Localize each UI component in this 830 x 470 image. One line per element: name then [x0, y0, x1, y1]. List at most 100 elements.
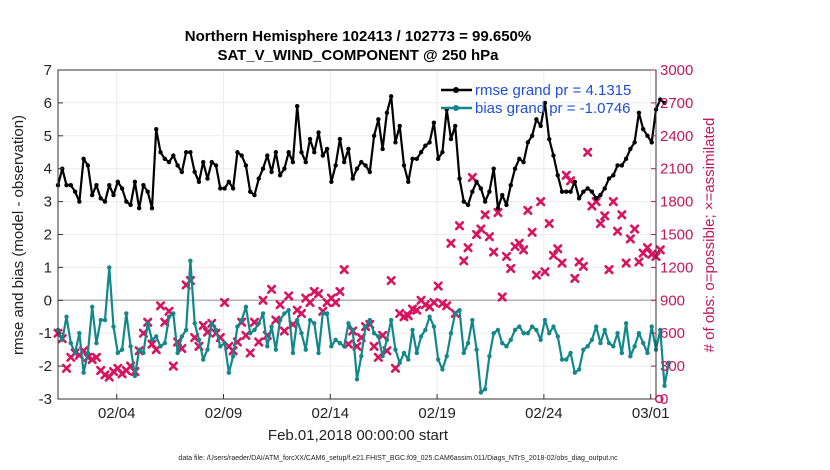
obs-marker-stroke-b — [168, 361, 178, 371]
obs-assimilated-marker — [591, 197, 601, 207]
obs-marker-stroke-b — [501, 251, 512, 262]
bias-point — [128, 344, 133, 349]
bias-point — [252, 327, 257, 333]
bias-point — [132, 373, 138, 379]
bias-point — [589, 337, 595, 342]
bias-point — [636, 331, 642, 336]
rmse-point — [512, 166, 518, 171]
x-tick-label: 02/14 — [312, 405, 350, 422]
rmse-point — [615, 163, 620, 168]
obs-marker-stroke-b — [493, 207, 503, 218]
bias-point — [111, 324, 116, 329]
bias-point — [666, 360, 672, 366]
rmse-point — [209, 159, 214, 165]
obs-assimilated-marker — [480, 210, 490, 220]
bias-point — [581, 347, 586, 352]
rmse-point — [461, 199, 466, 204]
bias-point — [346, 321, 351, 326]
obs-assimilated-marker — [630, 224, 640, 234]
bias-point — [102, 317, 108, 323]
bias-point — [470, 317, 475, 323]
rmse-point — [448, 136, 454, 142]
rmse-point — [277, 173, 283, 178]
rmse-point — [329, 179, 334, 185]
y-tick-label: 1 — [44, 259, 52, 276]
bias-point — [406, 357, 411, 362]
bias-point — [299, 331, 304, 336]
obs-marker-stroke-b — [91, 352, 102, 362]
bias-point — [478, 390, 484, 395]
bias-point — [243, 304, 249, 310]
rmse-point — [435, 156, 441, 162]
rmse-point — [628, 146, 633, 152]
bias-point — [248, 331, 253, 336]
bias-point — [517, 324, 522, 329]
rmse-point — [222, 186, 227, 191]
rmse-point — [525, 140, 531, 145]
y-right-tick-label: 1200 — [660, 259, 693, 276]
obs-marker-stroke-b — [369, 341, 379, 351]
bias-point — [427, 314, 432, 319]
rmse-point — [166, 159, 172, 165]
obs-assimilated-marker — [527, 227, 537, 237]
rmse-point — [406, 179, 411, 185]
obs-marker-stroke-b — [173, 337, 183, 347]
obs-marker-stroke-b — [463, 243, 473, 253]
obs-marker-stroke-b — [429, 297, 439, 308]
rmse-point — [324, 146, 330, 152]
bias-point — [277, 317, 283, 323]
obs-marker-stroke-b — [296, 308, 307, 319]
obs-assimilated-marker — [412, 305, 422, 315]
bias-point — [401, 350, 407, 356]
obs-assimilated-marker — [501, 251, 512, 262]
bias-point — [414, 350, 419, 356]
rmse-point — [286, 150, 291, 155]
obs-marker-stroke-b — [284, 291, 294, 301]
obs-marker-stroke-b — [484, 232, 495, 242]
rmse-point — [384, 110, 390, 115]
bias-point — [188, 258, 193, 264]
rmse-point — [316, 130, 321, 135]
y-axis-right-label: # of obs: o=possible; ×=assimilated — [701, 118, 718, 353]
bias-point — [662, 383, 667, 389]
y-tick-label: 5 — [44, 128, 52, 145]
obs-marker-stroke-b — [527, 227, 537, 237]
y-right-tick-label: 3000 — [660, 62, 693, 79]
grid-lines — [58, 69, 656, 400]
obs-marker-stroke-b — [442, 301, 452, 311]
obs-marker-stroke-b — [403, 311, 413, 321]
rmse-point — [158, 150, 163, 155]
obs-marker-stroke-b — [420, 300, 430, 310]
obs-assimilated-marker — [258, 295, 268, 305]
bias-point — [192, 321, 197, 326]
rmse-point — [649, 140, 654, 145]
bias-point — [598, 340, 603, 346]
rmse-point — [414, 156, 419, 162]
obs-marker-stroke-b — [151, 345, 161, 355]
obs-assimilated-marker — [296, 308, 307, 319]
obs-assimilated-marker — [219, 297, 230, 308]
rmse-point — [623, 156, 629, 162]
bias-point — [171, 311, 176, 316]
rmse-point — [89, 192, 95, 198]
obs-marker-stroke-b — [309, 286, 319, 297]
obs-assimilated-marker — [100, 370, 110, 380]
bias-point — [307, 317, 313, 323]
rmse-point — [230, 186, 236, 191]
obs-marker-stroke-b — [591, 197, 601, 207]
obs-assimilated-marker — [446, 238, 456, 248]
rmse-point — [192, 169, 197, 175]
bias-point — [85, 350, 91, 356]
bias-point — [512, 327, 518, 333]
obs-assimilated-marker — [600, 211, 610, 221]
rmse-point — [474, 179, 479, 185]
bias-point — [77, 331, 82, 336]
x-tick-label: 03/01 — [632, 405, 670, 422]
bias-point — [525, 331, 531, 336]
obs-assimilated-marker — [390, 363, 401, 373]
obs-assimilated-marker — [617, 210, 627, 220]
obs-assimilated-marker — [642, 243, 653, 253]
bias-point — [444, 354, 449, 359]
obs-marker-stroke-b — [113, 363, 123, 373]
rmse-point — [337, 136, 343, 142]
